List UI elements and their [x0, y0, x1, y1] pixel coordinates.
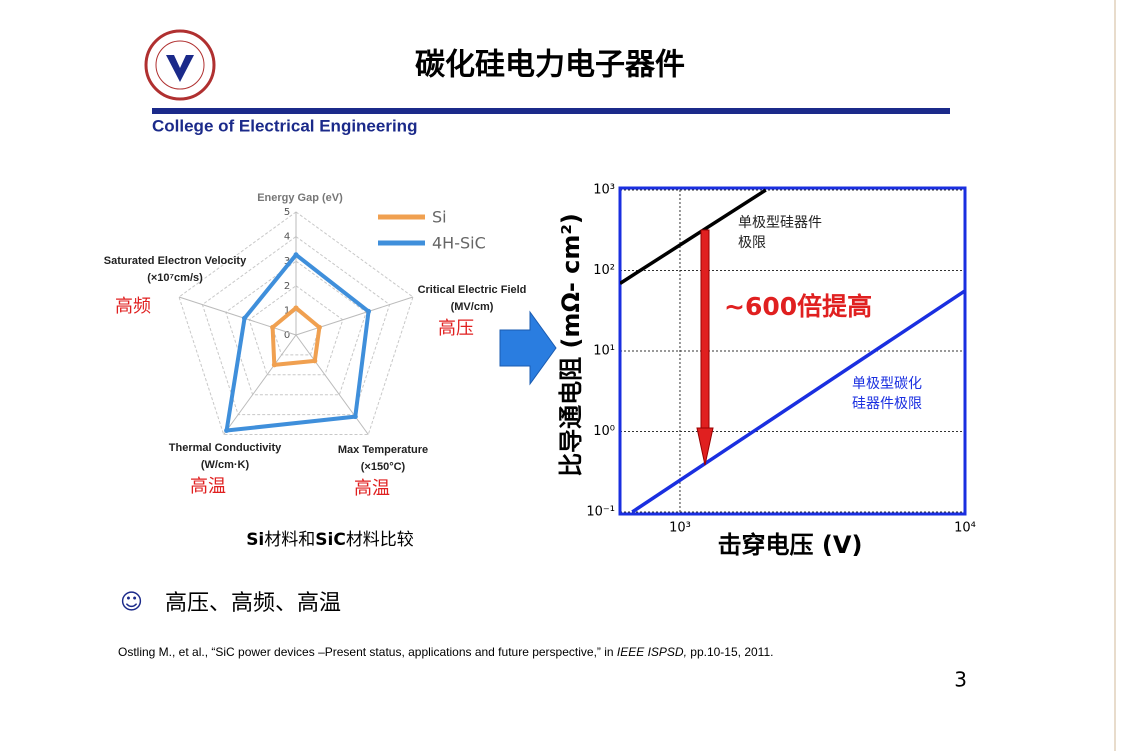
arrow-shaft [700, 229, 710, 431]
axis-label: Saturated Electron Velocity (×10⁷cm/s) [104, 255, 247, 284]
r-tick-label: 4 [284, 232, 290, 243]
radar-point [293, 305, 299, 311]
reference-text: Ostling M., et al., “SiC power devices –… [118, 645, 617, 659]
x-tick-label: 10⁴ [954, 521, 976, 536]
radar-point [270, 324, 276, 330]
r-tick-label: 2 [284, 281, 290, 292]
college-name: College of Electrical Engineering [152, 116, 417, 135]
page-number: 3 [954, 668, 967, 692]
reference: Ostling M., et al., “SiC power devices –… [118, 645, 773, 659]
y-axis-label: 比导通电阻 (mΩ- cm²) [557, 213, 585, 477]
radar-point [316, 324, 322, 330]
logo [144, 29, 216, 101]
header-rule [152, 108, 950, 114]
caption-part: SiC [315, 530, 346, 550]
grid-ring [225, 260, 367, 396]
spoke [178, 296, 297, 336]
axis-label: Critical Electric Field (MV/cm) [418, 284, 527, 313]
grid-ring [178, 211, 414, 436]
series-outline [270, 305, 322, 367]
y-tick-label: 10⁰ [593, 424, 615, 439]
series-outline [224, 252, 371, 433]
radar-point [352, 414, 358, 420]
annotation: 高压 [438, 318, 474, 339]
arrow-head [696, 427, 714, 466]
axis-label: Thermal Conductivity (W/cm·K) [169, 442, 282, 471]
smiley: ☺ [120, 590, 143, 615]
spoke [295, 296, 414, 336]
reference-pages: pp.10-15, 2011. [687, 645, 774, 659]
bullet-text: 高压、高频、高温 [165, 591, 341, 616]
line-chart: 10⁻¹ 10⁰ 10¹ 10² 10³ 10³ 10⁴ 单极型硅器件极限单极型碳化硅器件极限… [557, 183, 976, 560]
caption: Si材料和SiC材料比较 [246, 530, 414, 550]
radar-point [293, 252, 299, 258]
y-tick-label: 10⁻¹ [586, 505, 615, 520]
series-line [631, 289, 965, 514]
annotation: 高温 [354, 478, 390, 499]
radar-point [366, 308, 372, 314]
radar-point [242, 315, 248, 321]
axis-label: Max Temperature (×150°C) [338, 444, 428, 473]
x-tick-label: 10³ [669, 521, 691, 536]
axis-label: Energy Gap (eV) [257, 192, 343, 204]
transition-arrow [499, 310, 557, 386]
radar-chart: 0 1 2 3 4 5 Energy Gap (eV) Critical Electric F… [104, 192, 527, 550]
grid-ring [201, 235, 391, 416]
grid-ring [248, 285, 344, 376]
slide-title: 碳化硅电力电子器件 [415, 48, 685, 83]
annotation: 高频 [115, 296, 151, 317]
series-label: 单极型硅器件极限 [738, 215, 822, 251]
x-axis-label: 击穿电压 (V) [718, 531, 863, 559]
annotation: ~600倍提高 [724, 292, 872, 321]
series-line [620, 188, 767, 285]
r-tick-label: 1 [284, 305, 290, 316]
y-tick-label: 10¹ [593, 344, 615, 359]
r-tick-label: 5 [284, 207, 290, 218]
spoke [223, 334, 297, 435]
caption-part: 材料和 [264, 530, 315, 550]
annotation-bg [720, 290, 880, 324]
reference-venue: IEEE ISPSD, [617, 645, 687, 659]
r-tick-label: 3 [284, 256, 290, 267]
radar-point [312, 358, 318, 364]
r-tick-label: 0 [284, 330, 290, 341]
legend-label: Si [432, 208, 447, 227]
annotation: 高温 [190, 476, 226, 497]
plot-frame [618, 186, 967, 516]
caption-part: Si [246, 530, 264, 550]
radar-point [224, 428, 230, 434]
y-tick-label: 10² [593, 263, 615, 278]
radar-point [271, 362, 277, 368]
y-tick-label: 10³ [593, 183, 615, 198]
caption-part: 材料比较 [346, 530, 414, 550]
series-label: 单极型碳化硅器件极限 [852, 376, 922, 412]
legend-label: 4H-SiC [432, 234, 486, 253]
